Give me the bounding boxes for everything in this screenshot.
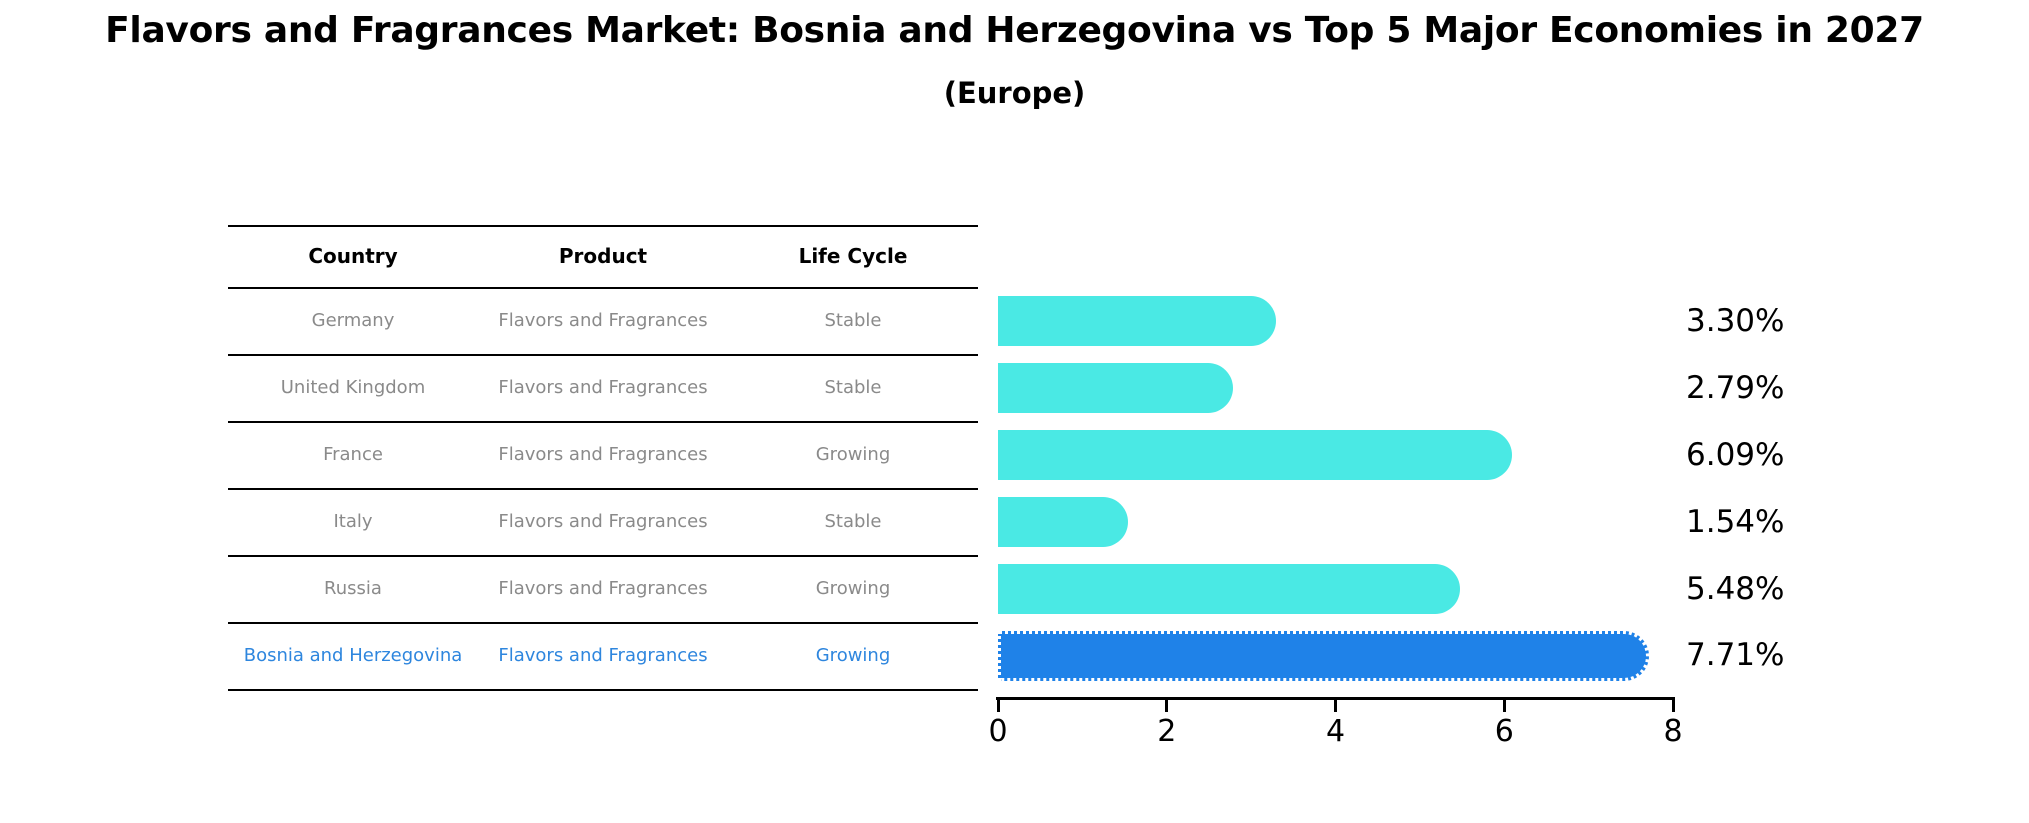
- column-header-lifecycle: Life Cycle: [798, 244, 908, 268]
- cell-country: Russia: [324, 578, 382, 599]
- cell-product: Flavors and Fragrances: [498, 310, 708, 331]
- cell-lifecycle: Stable: [824, 377, 882, 398]
- bar-united-kingdom: [998, 363, 1234, 413]
- cell-lifecycle: Stable: [824, 310, 882, 331]
- table-row-divider: [228, 421, 978, 423]
- tick-label: 2: [1157, 714, 1177, 749]
- value-label: 5.48%: [1686, 571, 1785, 607]
- table-row-divider: [228, 354, 978, 356]
- cell-product: Flavors and Fragrances: [498, 377, 708, 398]
- cell-product: Flavors and Fragrances: [498, 645, 708, 666]
- cell-lifecycle: Growing: [815, 645, 891, 666]
- table-row: Italy Flavors and Fragrances Stable: [228, 488, 978, 555]
- tick-label: 0: [988, 714, 1008, 749]
- tick-mark: [1671, 700, 1675, 712]
- table-border-top: [228, 225, 978, 227]
- table-header-divider: [228, 287, 978, 289]
- bar-russia: [998, 564, 1461, 614]
- value-label: 6.09%: [1686, 437, 1785, 473]
- value-label: 2.79%: [1686, 370, 1785, 406]
- bar-germany: [998, 296, 1277, 346]
- cell-country: France: [323, 444, 383, 465]
- table-row-divider: [228, 488, 978, 490]
- table-row: France Flavors and Fragrances Growing: [228, 421, 978, 488]
- table-row-divider: [228, 622, 978, 624]
- bar-italy: [998, 497, 1128, 547]
- tick-label: 8: [1663, 714, 1683, 749]
- cell-product: Flavors and Fragrances: [498, 511, 708, 532]
- tick-mark: [1165, 700, 1169, 712]
- cell-country: United Kingdom: [280, 377, 426, 398]
- tick-mark: [996, 700, 1000, 712]
- cell-country: Germany: [311, 310, 395, 331]
- table-row-highlighted: Bosnia and Herzegovina Flavors and Fragr…: [228, 622, 978, 689]
- bar-chart: [998, 225, 1673, 691]
- value-label: 7.71%: [1686, 637, 1785, 673]
- tick-mark: [1334, 700, 1337, 712]
- bar-france: [998, 430, 1512, 480]
- cell-country: Bosnia and Herzegovina: [243, 645, 463, 666]
- tick-label: 4: [1325, 714, 1346, 749]
- page-title: Flavors and Fragrances Market: Bosnia an…: [105, 10, 1924, 51]
- x-axis: 0 2 4 6 8: [988, 697, 1683, 757]
- table-row: Russia Flavors and Fragrances Growing: [228, 555, 978, 622]
- column-header-product: Product: [558, 244, 648, 268]
- tick-mark: [1502, 700, 1506, 712]
- cell-product: Flavors and Fragrances: [498, 444, 708, 465]
- table-row: Germany Flavors and Fragrances Stable: [228, 287, 978, 354]
- cell-lifecycle: Growing: [815, 444, 891, 465]
- cell-lifecycle: Growing: [815, 578, 891, 599]
- table-row-divider: [228, 555, 978, 557]
- cell-lifecycle: Stable: [824, 511, 882, 532]
- column-header-country: Country: [308, 244, 398, 268]
- table-row: United Kingdom Flavors and Fragrances St…: [228, 354, 978, 421]
- page-subtitle: (Europe): [943, 76, 1086, 110]
- x-axis-line: [996, 697, 1675, 700]
- comparison-table: Country Product Life Cycle Germany Flavo…: [228, 225, 978, 691]
- value-label: 3.30%: [1686, 303, 1785, 339]
- tick-label: 6: [1494, 714, 1514, 749]
- table-border-bottom: [228, 689, 978, 691]
- cell-country: Italy: [333, 511, 373, 532]
- value-label: 1.54%: [1686, 504, 1785, 540]
- cell-product: Flavors and Fragrances: [498, 578, 708, 599]
- bar-bosnia-and-herzegovina: [998, 631, 1649, 681]
